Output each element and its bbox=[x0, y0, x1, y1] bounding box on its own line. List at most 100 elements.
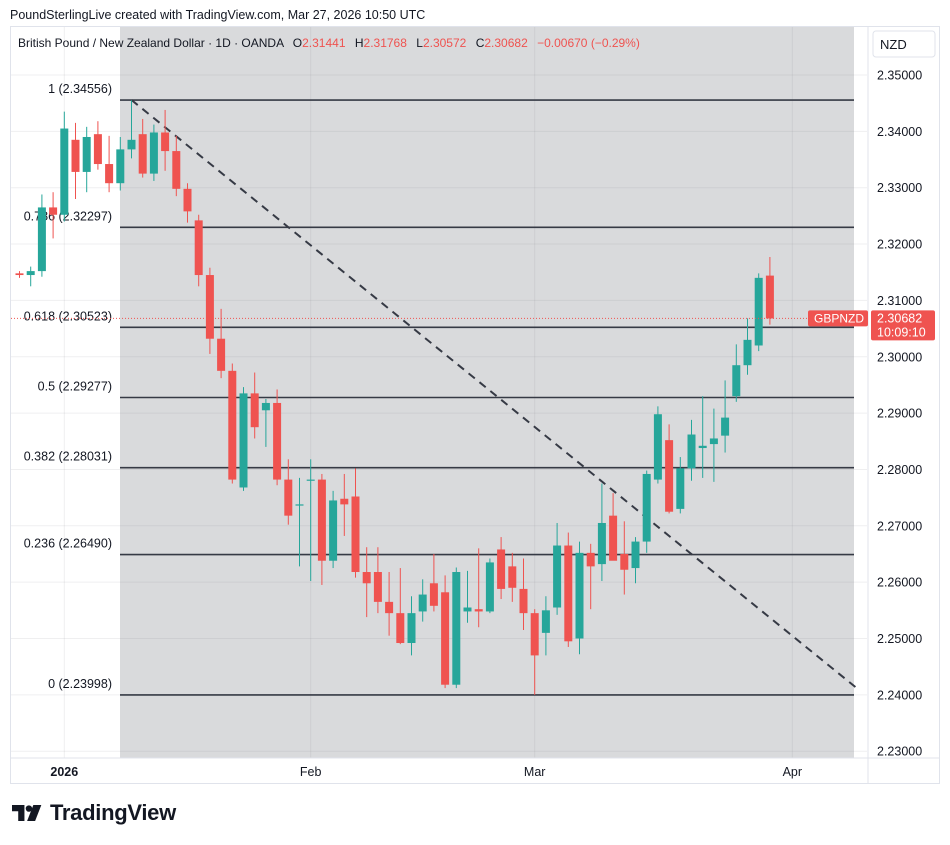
candle-body bbox=[161, 132, 170, 152]
candle-body bbox=[261, 402, 270, 411]
candle-body bbox=[284, 479, 293, 516]
candle-body bbox=[452, 572, 461, 685]
candle-body bbox=[26, 271, 35, 276]
currency-label: NZD bbox=[880, 37, 907, 52]
candle bbox=[553, 522, 562, 615]
high-label: H bbox=[355, 36, 364, 50]
candle-body bbox=[15, 273, 24, 276]
footer-brand[interactable]: TradingView bbox=[12, 800, 176, 826]
time-axis[interactable]: 2026 Feb Mar Apr bbox=[50, 765, 802, 779]
candle bbox=[474, 548, 483, 628]
candle bbox=[295, 477, 304, 567]
open-value: 2.31441 bbox=[302, 36, 346, 50]
candle bbox=[217, 308, 226, 379]
candle-body bbox=[676, 468, 685, 509]
candle bbox=[194, 214, 203, 287]
price-axis[interactable]: 2.35000 2.34000 2.33000 2.32000 2.31000 2.300… bbox=[877, 69, 922, 759]
candle bbox=[721, 380, 730, 453]
candle-body bbox=[721, 417, 730, 436]
candle bbox=[665, 424, 674, 514]
candle-body bbox=[362, 572, 371, 584]
low-label: L bbox=[416, 36, 423, 50]
candle-body bbox=[228, 370, 237, 480]
candle-body bbox=[396, 613, 405, 644]
candle bbox=[273, 389, 282, 486]
fib-level-label: 1 (2.34556) bbox=[48, 82, 112, 96]
candle bbox=[452, 567, 461, 689]
time-tick-label: Apr bbox=[783, 765, 802, 779]
candle bbox=[250, 372, 259, 439]
candle-body bbox=[418, 594, 427, 612]
candle-body bbox=[553, 545, 562, 608]
candle bbox=[284, 459, 293, 525]
candle-body bbox=[620, 553, 629, 570]
candle-body bbox=[519, 588, 528, 614]
candle bbox=[71, 122, 80, 199]
candle bbox=[541, 596, 550, 656]
candle bbox=[497, 537, 506, 600]
candle bbox=[609, 493, 618, 561]
candle-body bbox=[597, 522, 606, 565]
candle bbox=[172, 135, 181, 197]
candle bbox=[60, 111, 69, 222]
fib-level-label: 0.236 (2.26490) bbox=[24, 537, 112, 551]
candle-body bbox=[295, 504, 304, 506]
candle bbox=[586, 543, 595, 610]
candle-body bbox=[665, 440, 674, 512]
candle-body bbox=[373, 572, 382, 602]
candle bbox=[765, 257, 774, 325]
candle-body bbox=[732, 365, 741, 397]
candle bbox=[329, 490, 338, 569]
fib-shaded-zone bbox=[120, 27, 854, 758]
dashed-trendline[interactable] bbox=[130, 99, 861, 692]
candle-body bbox=[429, 583, 438, 606]
candle-body bbox=[250, 393, 259, 428]
candle-body bbox=[340, 498, 349, 505]
price-tick-label: 2.31000 bbox=[877, 294, 922, 308]
candle bbox=[261, 399, 270, 447]
candle-body bbox=[687, 434, 696, 469]
price-tick-label: 2.28000 bbox=[877, 463, 922, 477]
candle-body bbox=[329, 500, 338, 561]
fib-level-label: 0 (2.23998) bbox=[48, 677, 112, 691]
candle-body bbox=[698, 445, 707, 449]
candle-body bbox=[485, 562, 494, 612]
candle bbox=[149, 124, 158, 181]
candle bbox=[698, 396, 707, 478]
candle bbox=[340, 473, 349, 536]
candle bbox=[205, 267, 214, 354]
candle bbox=[631, 537, 640, 584]
tradingview-wordmark: TradingView bbox=[50, 800, 176, 825]
close-value: 2.30682 bbox=[484, 36, 528, 50]
last-price-label: 2.30682 bbox=[877, 311, 922, 325]
price-tick-label: 2.33000 bbox=[877, 181, 922, 195]
candle-body bbox=[564, 545, 573, 642]
candle bbox=[183, 183, 192, 223]
candle-body bbox=[351, 496, 360, 573]
candle-body bbox=[575, 552, 584, 639]
candle-body bbox=[317, 479, 326, 561]
change-value: −0.00670 (−0.29%) bbox=[537, 36, 640, 50]
candle bbox=[564, 532, 573, 647]
candle bbox=[306, 459, 315, 582]
candle-body bbox=[93, 134, 102, 165]
candle-body bbox=[765, 275, 774, 319]
candle bbox=[441, 575, 450, 689]
currency-box[interactable]: NZD bbox=[872, 30, 936, 58]
time-tick-label: 2026 bbox=[50, 765, 78, 779]
candle-body bbox=[306, 479, 315, 481]
candle bbox=[687, 419, 696, 481]
candle bbox=[138, 118, 147, 178]
candle-body bbox=[541, 610, 550, 633]
candle-body bbox=[385, 601, 394, 614]
price-tick-label: 2.35000 bbox=[877, 69, 922, 83]
candle bbox=[575, 541, 584, 655]
candle-body bbox=[586, 552, 595, 567]
candle bbox=[105, 135, 114, 193]
candle bbox=[407, 596, 416, 656]
candle bbox=[463, 570, 472, 623]
candle bbox=[49, 192, 58, 239]
fib-retracement[interactable]: 1 (2.34556)0.786 (2.32297)0.618 (2.30523… bbox=[24, 82, 854, 696]
chart-attribution: PoundSterlingLive created with TradingVi… bbox=[10, 8, 426, 22]
